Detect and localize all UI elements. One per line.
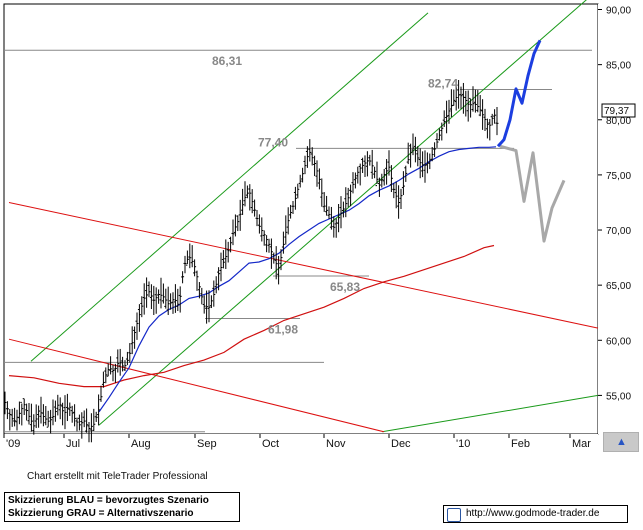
moving-average-200 [8,244,495,388]
y-tick-label: 60,00 [606,336,631,347]
level-label: 82,74 [428,77,458,91]
x-axis-panel [4,434,598,452]
x-tick-label: Aug [131,438,151,450]
y-tick-label: 85,00 [606,61,631,72]
y-axis-panel [598,4,639,434]
level-label: 61,98 [268,322,298,336]
trend-line [98,0,587,426]
level-label: 77,40 [258,135,288,149]
y-tick-label: 55,00 [606,391,631,402]
arrow-icon: ▲ [616,436,627,448]
scenario-blue-path [496,39,542,148]
legend-blue: Skizzierung BLAU = bevorzugtes Szenario [8,495,209,506]
level-label: 65,83 [330,280,360,294]
x-tick-label: '10 [456,438,470,450]
last-price-badge: 79,37 [601,103,636,118]
y-tick-label: 65,00 [606,281,631,292]
chart-nav-button[interactable]: ▲ [603,432,639,452]
source-url: http://www.godmode-trader.de [466,508,600,519]
trend-line [381,394,599,433]
x-tick-label: Dec [391,438,411,450]
source-link[interactable]: http://www.godmode-trader.de [443,505,628,523]
y-tick-label: 70,00 [606,226,631,237]
plot-frame [3,3,599,435]
scenario-gray-path [499,144,566,243]
trend-line [8,201,599,329]
last-price-label: 79,37 [604,106,629,117]
scenario-legend: Skizzierung BLAU = bevorzugtes Szenario … [4,492,240,522]
trend-line [30,12,429,362]
x-tick-label: Feb [511,438,530,450]
y-tick-label: 80,00 [606,116,631,127]
site-logo-icon [447,508,461,522]
y-tick-label: 90,00 [606,6,631,17]
x-tick-label: Nov [326,438,346,450]
trend-line [8,338,385,433]
x-tick-label: Oct [262,438,279,450]
y-tick-label: 75,00 [606,171,631,182]
x-tick-label: Mar [572,438,591,450]
legend-gray: Skizzierung GRAU = Alternativszenario [8,508,194,519]
x-tick-label: Sep [197,438,217,450]
x-tick-label: Jul [66,438,80,450]
chart-credit: Chart erstellt mit TeleTrader Profession… [27,471,208,482]
x-tick-label: '09 [6,438,20,450]
level-label: 86,31 [212,54,242,68]
